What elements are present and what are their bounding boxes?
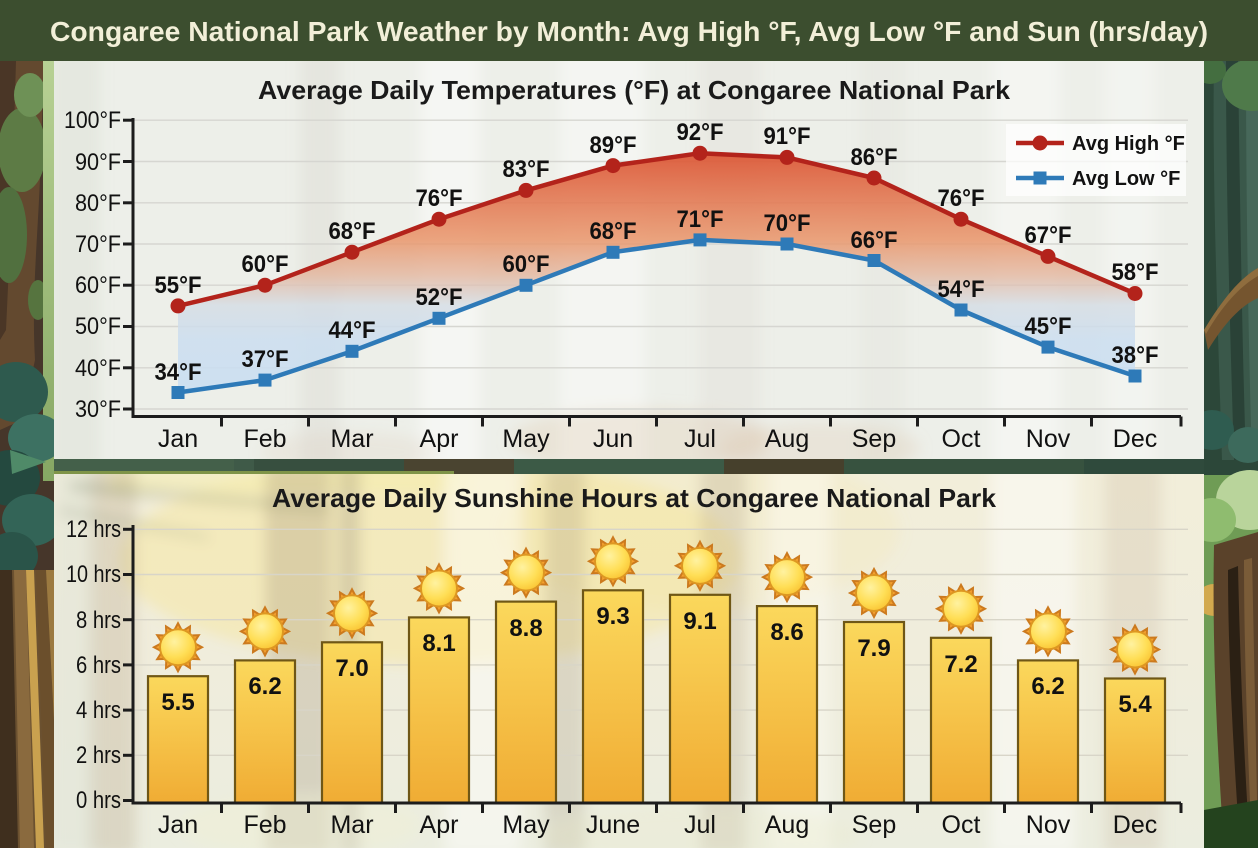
svg-text:Jul: Jul	[684, 811, 716, 839]
svg-text:83°F: 83°F	[503, 156, 550, 183]
svg-text:60°F: 60°F	[75, 272, 121, 299]
svg-text:86°F: 86°F	[851, 144, 898, 171]
svg-text:71°F: 71°F	[677, 206, 724, 233]
svg-text:68°F: 68°F	[590, 218, 637, 245]
svg-text:May: May	[502, 811, 550, 839]
svg-text:80°F: 80°F	[75, 190, 121, 217]
svg-text:67°F: 67°F	[1025, 222, 1072, 249]
svg-text:Average Daily Temperatures (°F: Average Daily Temperatures (°F) at Conga…	[258, 75, 1011, 105]
svg-text:Avg Low °F: Avg Low °F	[1072, 168, 1180, 190]
svg-text:Sep: Sep	[852, 811, 896, 839]
svg-text:44°F: 44°F	[329, 317, 376, 344]
svg-text:45°F: 45°F	[1025, 313, 1072, 340]
svg-text:June: June	[586, 811, 640, 839]
svg-text:8.1: 8.1	[422, 630, 455, 657]
svg-text:91°F: 91°F	[764, 123, 811, 150]
svg-text:Aug: Aug	[765, 425, 809, 453]
svg-text:7.0: 7.0	[335, 655, 368, 682]
svg-text:30°F: 30°F	[75, 396, 121, 423]
svg-text:100°F: 100°F	[64, 107, 121, 134]
svg-text:12 hrs: 12 hrs	[66, 516, 121, 543]
svg-text:55°F: 55°F	[155, 272, 202, 299]
svg-text:2 hrs: 2 hrs	[76, 742, 121, 769]
svg-text:Congaree National Park Weather: Congaree National Park Weather by Month:…	[50, 16, 1208, 47]
svg-text:68°F: 68°F	[329, 218, 376, 245]
svg-text:92°F: 92°F	[677, 119, 724, 146]
svg-text:70°F: 70°F	[75, 231, 121, 258]
svg-text:34°F: 34°F	[155, 359, 202, 386]
svg-text:8 hrs: 8 hrs	[76, 607, 121, 634]
svg-text:Nov: Nov	[1026, 811, 1071, 839]
svg-text:Average Daily Sunshine Hours a: Average Daily Sunshine Hours at Congaree…	[272, 483, 997, 513]
svg-text:Jan: Jan	[158, 425, 198, 453]
svg-text:Feb: Feb	[243, 811, 286, 839]
svg-text:Dec: Dec	[1113, 811, 1157, 839]
svg-text:7.9: 7.9	[857, 635, 890, 662]
svg-text:5.5: 5.5	[161, 689, 194, 716]
svg-text:10 hrs: 10 hrs	[66, 561, 121, 588]
svg-text:52°F: 52°F	[416, 284, 463, 311]
svg-text:54°F: 54°F	[938, 276, 985, 303]
svg-text:8.8: 8.8	[509, 615, 542, 642]
svg-text:Apr: Apr	[420, 425, 459, 453]
svg-text:37°F: 37°F	[242, 346, 289, 373]
svg-text:76°F: 76°F	[938, 185, 985, 212]
svg-text:Jan: Jan	[158, 811, 198, 839]
svg-text:40°F: 40°F	[75, 355, 121, 382]
svg-text:7.2: 7.2	[944, 651, 977, 678]
svg-text:90°F: 90°F	[75, 149, 121, 176]
svg-text:58°F: 58°F	[1112, 259, 1159, 286]
svg-text:Feb: Feb	[243, 425, 286, 453]
svg-text:9.1: 9.1	[683, 608, 716, 635]
svg-text:9.3: 9.3	[596, 603, 629, 630]
svg-text:60°F: 60°F	[242, 251, 289, 278]
svg-text:Jun: Jun	[593, 425, 633, 453]
svg-text:76°F: 76°F	[416, 185, 463, 212]
svg-text:6.2: 6.2	[1031, 673, 1064, 700]
svg-text:Mar: Mar	[330, 811, 373, 839]
svg-text:70°F: 70°F	[764, 210, 811, 237]
svg-text:6 hrs: 6 hrs	[76, 652, 121, 679]
svg-text:38°F: 38°F	[1112, 342, 1159, 369]
svg-text:Nov: Nov	[1026, 425, 1071, 453]
svg-text:Aug: Aug	[765, 811, 809, 839]
svg-text:66°F: 66°F	[851, 227, 898, 254]
svg-text:Apr: Apr	[420, 811, 459, 839]
svg-text:Oct: Oct	[942, 811, 981, 839]
svg-text:8.6: 8.6	[770, 619, 803, 646]
svg-text:Oct: Oct	[942, 425, 981, 453]
svg-text:5.4: 5.4	[1118, 691, 1152, 718]
svg-text:50°F: 50°F	[75, 313, 121, 340]
svg-text:Dec: Dec	[1113, 425, 1157, 453]
svg-text:Avg High °F: Avg High °F	[1072, 133, 1185, 155]
svg-text:60°F: 60°F	[503, 251, 550, 278]
svg-text:0 hrs: 0 hrs	[76, 787, 121, 814]
svg-text:4 hrs: 4 hrs	[76, 697, 121, 724]
svg-text:Mar: Mar	[330, 425, 373, 453]
svg-text:Jul: Jul	[684, 425, 716, 453]
svg-text:Sep: Sep	[852, 425, 896, 453]
svg-text:May: May	[502, 425, 550, 453]
svg-text:6.2: 6.2	[248, 673, 281, 700]
svg-text:89°F: 89°F	[590, 132, 637, 159]
